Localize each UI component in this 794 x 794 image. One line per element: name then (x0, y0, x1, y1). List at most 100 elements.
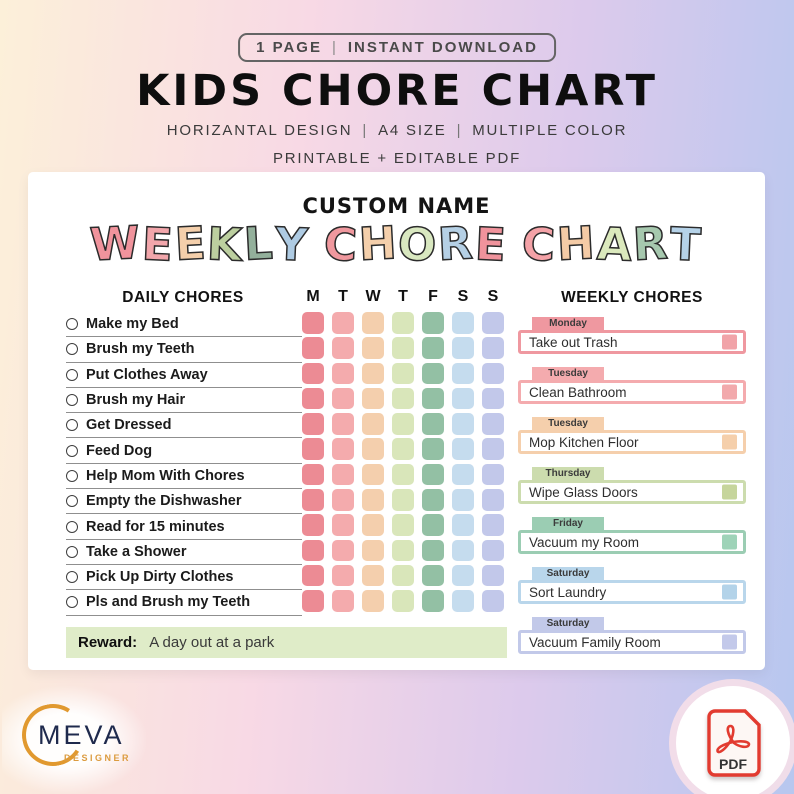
grid-check-cell[interactable] (392, 337, 414, 359)
grid-check-cell[interactable] (482, 337, 504, 359)
chore-checkbox-circle[interactable] (66, 394, 78, 407)
grid-check-cell[interactable] (332, 489, 354, 511)
chore-checkbox-circle[interactable] (66, 343, 78, 356)
chore-checkbox-circle[interactable] (66, 318, 78, 331)
chore-checkbox-circle[interactable] (66, 368, 78, 381)
grid-check-cell[interactable] (332, 564, 354, 587)
weekly-check-square[interactable] (722, 534, 737, 550)
chore-checkbox-circle[interactable] (66, 444, 78, 457)
grid-check-cell[interactable] (332, 413, 354, 435)
grid-check-cell[interactable] (362, 590, 384, 612)
grid-check-cell[interactable] (452, 489, 474, 511)
grid-check-cell[interactable] (482, 387, 504, 410)
grid-check-cell[interactable] (482, 438, 504, 460)
chore-checkbox-circle[interactable] (66, 571, 78, 584)
grid-check-cell[interactable] (392, 514, 414, 536)
grid-check-cell[interactable] (392, 590, 414, 612)
grid-check-cell[interactable] (332, 387, 354, 410)
grid-check-cell[interactable] (332, 312, 354, 334)
grid-check-cell[interactable] (362, 413, 384, 435)
grid-check-cell[interactable] (362, 362, 384, 385)
grid-check-cell[interactable] (422, 564, 444, 587)
chore-checkbox-circle[interactable] (66, 596, 78, 609)
grid-check-cell[interactable] (362, 387, 384, 410)
grid-check-cell[interactable] (422, 413, 444, 435)
grid-check-cell[interactable] (332, 362, 354, 385)
grid-check-cell[interactable] (452, 438, 474, 460)
grid-check-cell[interactable] (392, 312, 414, 334)
grid-check-cell[interactable] (452, 590, 474, 612)
grid-check-cell[interactable] (392, 387, 414, 410)
grid-check-cell[interactable] (422, 312, 444, 334)
grid-check-cell[interactable] (302, 539, 324, 562)
grid-check-cell[interactable] (392, 362, 414, 385)
grid-check-cell[interactable] (422, 463, 444, 486)
grid-check-cell[interactable] (452, 312, 474, 334)
grid-check-cell[interactable] (362, 312, 384, 334)
grid-check-cell[interactable] (302, 514, 324, 536)
grid-check-cell[interactable] (362, 489, 384, 511)
weekly-check-square[interactable] (722, 584, 737, 600)
grid-check-cell[interactable] (392, 413, 414, 435)
grid-check-cell[interactable] (422, 489, 444, 511)
grid-check-cell[interactable] (422, 514, 444, 536)
grid-check-cell[interactable] (362, 463, 384, 486)
grid-check-cell[interactable] (452, 539, 474, 562)
grid-check-cell[interactable] (362, 438, 384, 460)
grid-check-cell[interactable] (332, 514, 354, 536)
grid-check-cell[interactable] (302, 337, 324, 359)
weekly-check-square[interactable] (722, 484, 737, 500)
grid-check-cell[interactable] (302, 463, 324, 486)
grid-check-cell[interactable] (332, 463, 354, 486)
grid-check-cell[interactable] (422, 539, 444, 562)
grid-check-cell[interactable] (362, 564, 384, 587)
grid-check-cell[interactable] (482, 413, 504, 435)
grid-check-cell[interactable] (392, 564, 414, 587)
grid-check-cell[interactable] (302, 590, 324, 612)
grid-check-cell[interactable] (452, 337, 474, 359)
grid-check-cell[interactable] (302, 489, 324, 511)
grid-check-cell[interactable] (482, 489, 504, 511)
grid-check-cell[interactable] (332, 539, 354, 562)
grid-check-cell[interactable] (302, 362, 324, 385)
weekly-check-square[interactable] (722, 634, 737, 650)
weekly-check-square[interactable] (722, 384, 737, 400)
grid-check-cell[interactable] (422, 337, 444, 359)
chore-checkbox-circle[interactable] (66, 545, 78, 558)
grid-check-cell[interactable] (482, 590, 504, 612)
grid-check-cell[interactable] (422, 590, 444, 612)
grid-check-cell[interactable] (362, 337, 384, 359)
grid-check-cell[interactable] (392, 539, 414, 562)
grid-check-cell[interactable] (482, 463, 504, 486)
grid-check-cell[interactable] (302, 387, 324, 410)
chore-checkbox-circle[interactable] (66, 469, 78, 482)
chore-checkbox-circle[interactable] (66, 495, 78, 508)
grid-check-cell[interactable] (482, 514, 504, 536)
grid-check-cell[interactable] (452, 564, 474, 587)
grid-check-cell[interactable] (452, 463, 474, 486)
pdf-file-badge[interactable]: PDF (676, 686, 790, 794)
chore-checkbox-circle[interactable] (66, 419, 78, 432)
grid-check-cell[interactable] (392, 463, 414, 486)
grid-check-cell[interactable] (422, 438, 444, 460)
grid-check-cell[interactable] (452, 362, 474, 385)
weekly-check-square[interactable] (722, 434, 737, 450)
grid-check-cell[interactable] (452, 514, 474, 536)
grid-check-cell[interactable] (452, 387, 474, 410)
grid-check-cell[interactable] (392, 489, 414, 511)
grid-check-cell[interactable] (392, 438, 414, 460)
grid-check-cell[interactable] (332, 337, 354, 359)
grid-check-cell[interactable] (482, 312, 504, 334)
grid-check-cell[interactable] (332, 590, 354, 612)
grid-check-cell[interactable] (302, 413, 324, 435)
chore-checkbox-circle[interactable] (66, 520, 78, 533)
weekly-check-square[interactable] (722, 334, 737, 350)
grid-check-cell[interactable] (332, 438, 354, 460)
grid-check-cell[interactable] (482, 362, 504, 385)
grid-check-cell[interactable] (302, 438, 324, 460)
grid-check-cell[interactable] (422, 387, 444, 410)
grid-check-cell[interactable] (452, 413, 474, 435)
grid-check-cell[interactable] (422, 362, 444, 385)
grid-check-cell[interactable] (482, 564, 504, 587)
grid-check-cell[interactable] (302, 312, 324, 334)
